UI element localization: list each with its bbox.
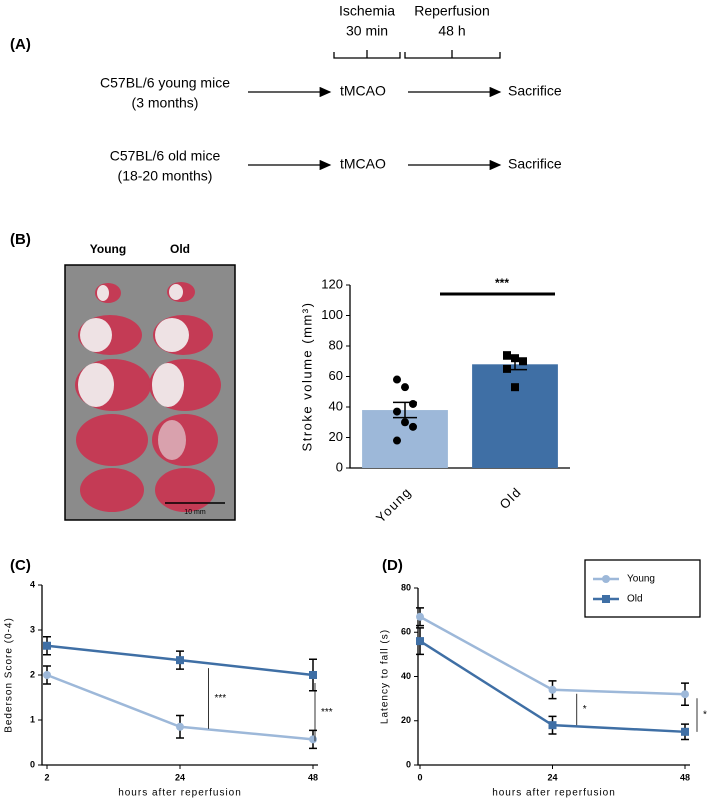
marker: [602, 575, 610, 583]
x-tick-label: Young: [373, 484, 415, 526]
age-label: (18-20 months): [118, 168, 213, 184]
panel-label: (C): [10, 557, 31, 574]
panel-label: (D): [382, 557, 403, 574]
age-label: (3 months): [132, 95, 199, 111]
x-tick-label: 48: [308, 772, 318, 782]
phase-name: Ischemia: [339, 3, 395, 19]
marker: [176, 656, 184, 665]
x-tick-label: 24: [175, 772, 185, 782]
marker: [309, 671, 317, 679]
marker: [309, 735, 317, 744]
data-point: [409, 422, 417, 431]
phase-name: Reperfusion: [414, 3, 490, 19]
marker: [43, 671, 51, 679]
y-tick-label: 40: [329, 398, 343, 413]
group-label: C57BL/6 old mice: [110, 148, 221, 164]
marker: [681, 727, 689, 736]
marker: [548, 721, 557, 730]
data-point: [393, 436, 401, 445]
marker: [43, 641, 51, 650]
panel-label: (B): [10, 231, 31, 248]
data-point: [511, 383, 519, 392]
significance-label: ***: [321, 707, 333, 718]
y-tick-label: 0: [336, 459, 343, 474]
y-tick-label: 0: [406, 759, 411, 769]
data-point: [503, 364, 511, 373]
data-point: [519, 357, 527, 366]
data-point: [409, 399, 417, 408]
data-point: [393, 407, 401, 416]
y-tick-label: 60: [401, 627, 411, 637]
significance-label: *: [703, 710, 707, 721]
y-axis-label: Latency to fall (s): [380, 629, 391, 724]
legend-label: Old: [627, 594, 643, 605]
significance-label: ***: [215, 693, 227, 704]
marker: [602, 595, 610, 603]
procedure: tMCAO: [340, 83, 386, 99]
data-point: [401, 418, 409, 427]
y-tick-label: 120: [321, 276, 343, 291]
y-tick-label: 20: [329, 429, 343, 444]
marker: [176, 722, 184, 731]
group-label: C57BL/6 young mice: [100, 75, 230, 91]
legend-label: Young: [627, 574, 655, 585]
phase-duration: 30 min: [346, 23, 388, 39]
y-tick-label: 80: [329, 337, 343, 352]
y-tick-label: 4: [30, 579, 35, 589]
y-tick-label: 1: [30, 714, 35, 724]
marker: [416, 612, 424, 621]
y-tick-label: 0: [30, 759, 35, 769]
x-axis-label: hours after reperfusion: [492, 788, 616, 799]
y-axis-label: Bederson Score (0-4): [4, 617, 15, 733]
data-point: [511, 354, 519, 363]
phase-bracket: [333, 50, 501, 59]
marker: [416, 637, 424, 646]
x-tick-label: Old: [496, 484, 524, 512]
significance-label: *: [583, 704, 587, 715]
significance-label: ***: [495, 276, 509, 290]
procedure: tMCAO: [340, 156, 386, 172]
brain-photo: [64, 264, 236, 521]
photo-column-label: Old: [170, 242, 190, 256]
phase-duration: 48 h: [438, 23, 465, 39]
y-tick-label: 60: [329, 368, 343, 383]
y-tick-label: 3: [30, 624, 35, 634]
y-tick-label: 2: [30, 669, 35, 679]
data-point: [401, 383, 409, 392]
x-tick-label: 0: [417, 772, 422, 782]
x-tick-label: 2: [44, 772, 49, 782]
scale-bar-label: 10 mm: [184, 509, 206, 516]
y-tick-label: 80: [401, 582, 411, 592]
data-point: [503, 351, 511, 360]
y-axis-label: Stroke volume (mm³): [299, 302, 314, 452]
x-tick-label: 24: [547, 772, 557, 782]
y-tick-label: 20: [401, 715, 411, 725]
panel-label: (A): [10, 36, 31, 53]
x-axis-label: hours after reperfusion: [118, 788, 242, 799]
y-tick-label: 40: [401, 671, 411, 681]
outcome: Sacrifice: [508, 156, 562, 172]
bar: [472, 364, 558, 468]
y-tick-label: 100: [321, 307, 343, 322]
photo-column-label: Young: [90, 242, 126, 256]
marker: [548, 685, 557, 694]
x-tick-label: 48: [680, 772, 690, 782]
data-point: [393, 375, 401, 384]
marker: [681, 690, 689, 699]
legend-box: [584, 559, 701, 618]
outcome: Sacrifice: [508, 83, 562, 99]
